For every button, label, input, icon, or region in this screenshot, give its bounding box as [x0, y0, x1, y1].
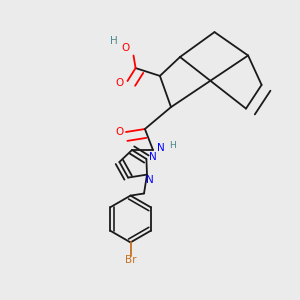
Text: N: N [149, 152, 157, 163]
Text: O: O [116, 78, 124, 88]
Text: H: H [169, 141, 176, 150]
Text: Br: Br [125, 255, 136, 266]
Text: N: N [157, 142, 164, 153]
Text: O: O [122, 43, 130, 53]
Text: N: N [146, 175, 154, 185]
Text: H: H [110, 35, 118, 46]
Text: O: O [115, 127, 124, 137]
